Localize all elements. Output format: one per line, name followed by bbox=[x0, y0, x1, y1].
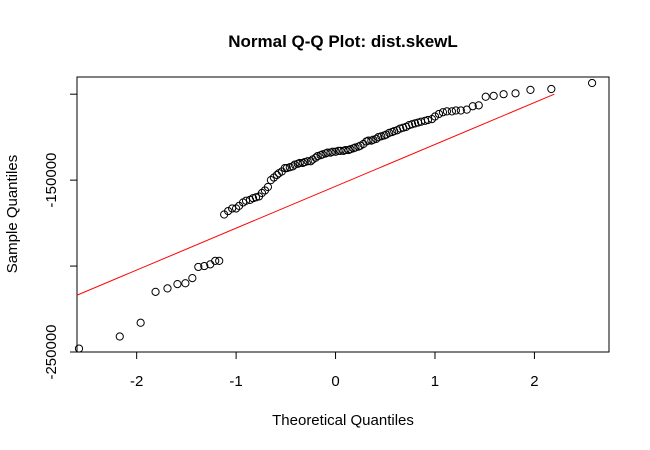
data-point bbox=[341, 145, 350, 155]
chart-title: Normal Q-Q Plot: dist.skewL bbox=[228, 32, 458, 51]
x-tick-label: 1 bbox=[431, 373, 439, 390]
data-point bbox=[311, 153, 320, 162]
data-point bbox=[434, 109, 444, 119]
data-point bbox=[587, 78, 597, 88]
y-tick-label: -250000 bbox=[43, 324, 60, 379]
y-axis: -250000 -150000 bbox=[43, 93, 77, 380]
x-axis-label: Theoretical Quantiles bbox=[272, 412, 414, 429]
data-point bbox=[442, 107, 452, 116]
data-point bbox=[295, 158, 304, 168]
data-point bbox=[323, 148, 332, 157]
data-point bbox=[188, 273, 197, 283]
data-point bbox=[173, 280, 182, 289]
data-point bbox=[241, 196, 251, 205]
data-point bbox=[163, 284, 172, 293]
plot-frame bbox=[76, 76, 610, 353]
data-point bbox=[430, 112, 440, 121]
data-point bbox=[74, 344, 84, 353]
data-point bbox=[462, 105, 471, 114]
data-point bbox=[115, 332, 124, 341]
data-point bbox=[257, 188, 267, 198]
data-point bbox=[447, 107, 456, 116]
qq-reference-line bbox=[77, 93, 555, 296]
data-point bbox=[423, 115, 433, 125]
data-point bbox=[328, 147, 337, 156]
data-point bbox=[438, 108, 448, 117]
data-point bbox=[288, 162, 297, 171]
data-point bbox=[263, 182, 273, 192]
x-tick-label: 0 bbox=[331, 373, 339, 390]
data-point bbox=[336, 146, 345, 156]
data-point bbox=[499, 90, 508, 99]
data-point bbox=[266, 176, 276, 185]
data-point bbox=[427, 115, 437, 124]
data-point bbox=[489, 91, 498, 101]
data-point bbox=[232, 204, 241, 213]
data-points bbox=[74, 78, 597, 353]
data-point bbox=[526, 85, 535, 94]
x-tick-label: 2 bbox=[530, 373, 538, 390]
data-point bbox=[474, 101, 483, 110]
data-point bbox=[181, 279, 190, 288]
data-point bbox=[451, 106, 460, 115]
data-point bbox=[547, 84, 556, 94]
data-point bbox=[364, 136, 373, 145]
data-point bbox=[481, 92, 490, 101]
data-point bbox=[280, 163, 289, 173]
data-point bbox=[511, 89, 520, 98]
x-tick-label: -1 bbox=[229, 373, 242, 390]
data-point bbox=[224, 206, 233, 216]
data-point bbox=[228, 204, 237, 213]
x-tick-label: -2 bbox=[130, 373, 143, 390]
data-point bbox=[200, 261, 209, 271]
data-point bbox=[269, 173, 278, 182]
data-point bbox=[215, 256, 224, 266]
data-point bbox=[211, 256, 220, 266]
data-point bbox=[303, 157, 312, 166]
x-axis: -2 -1 0 1 2 bbox=[130, 352, 539, 390]
data-point bbox=[151, 287, 160, 296]
data-point bbox=[372, 134, 381, 143]
y-axis-label: Sample Quantiles bbox=[4, 155, 21, 273]
data-point bbox=[194, 262, 203, 272]
data-point bbox=[136, 318, 145, 327]
reference-line-group bbox=[77, 93, 555, 296]
data-point bbox=[456, 106, 465, 115]
y-tick-label: -150000 bbox=[43, 153, 60, 208]
data-point bbox=[468, 102, 477, 111]
